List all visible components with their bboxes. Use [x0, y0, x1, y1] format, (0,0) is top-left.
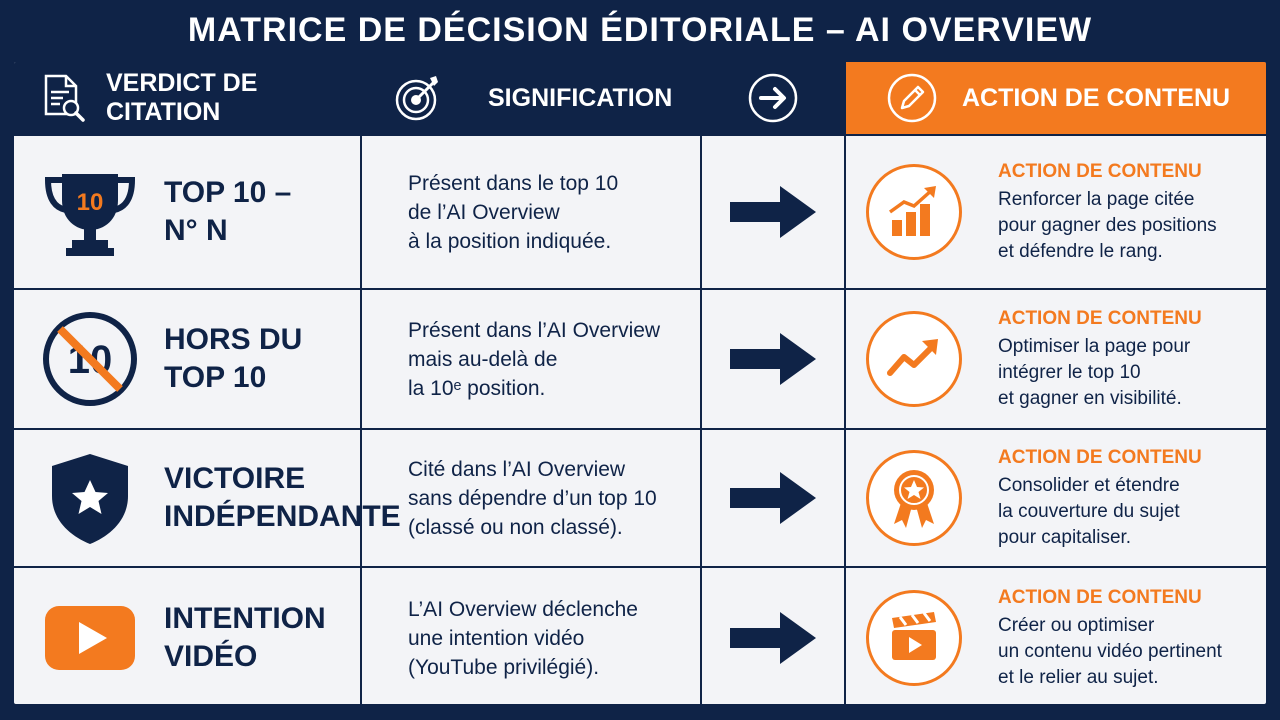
meaning-line: la 10ᵉ position. [408, 376, 546, 400]
verdict-cell: VICTOIRE INDÉPENDANTE [14, 430, 401, 566]
verdict-line: VICTOIRE [164, 462, 306, 495]
header-verdict-label: VERDICT DE CITATION [106, 69, 258, 126]
verdict-line: INTENTION [164, 602, 326, 635]
right-arrow-icon [730, 186, 816, 238]
award-ribbon-icon [866, 450, 962, 546]
action-cell: ACTION DE CONTENU Consolider et étendre … [846, 430, 1266, 566]
arrow-circle-icon [748, 73, 798, 123]
meaning-cell: Cité dans l’AI Overview sans dépendre d’… [362, 430, 700, 566]
matrix-row-top10: 10 TOP 10 – N° N Présent dans le top 10 … [14, 134, 1266, 288]
decision-matrix: VERDICT DE CITATION SIGNIFICATION [12, 60, 1268, 706]
youtube-play-icon [40, 588, 140, 688]
action-title: ACTION DE CONTENU [998, 447, 1202, 468]
matrix-row-out-top10: 10 HORS DU TOP 10 Présent dans l’AI Over… [14, 288, 1266, 428]
meaning-line: à la position indiquée. [408, 229, 612, 253]
bar-chart-growth-icon [866, 164, 962, 260]
arrow-cell [702, 568, 844, 704]
meaning-cell: Présent dans le top 10 de l’AI Overview … [362, 136, 700, 288]
header-signification-label: SIGNIFICATION [488, 83, 673, 112]
action-title: ACTION DE CONTENU [998, 308, 1202, 329]
header-arrow [702, 62, 844, 134]
meaning-line: Présent dans l’AI Overview [408, 318, 661, 342]
matrix-row-video: INTENTION VIDÉO L’AI Overview déclenche … [14, 566, 1266, 704]
meaning-line: de l’AI Overview [408, 200, 560, 224]
verdict-line: TOP 10 [164, 361, 267, 394]
meaning-line: Présent dans le top 10 [408, 171, 619, 195]
verdict-cell: 10 HORS DU TOP 10 [14, 290, 360, 428]
meaning-cell: L’AI Overview déclenche une intention vi… [362, 568, 700, 704]
verdict-cell: INTENTION VIDÉO [14, 568, 360, 704]
verdict-label: TOP 10 – N° N [164, 174, 291, 250]
verdict-label: HORS DU TOP 10 [164, 321, 302, 397]
header-verdict: VERDICT DE CITATION [14, 62, 360, 134]
action-line: la couverture du sujet [998, 501, 1180, 522]
verdict-cell: 10 TOP 10 – N° N [14, 136, 360, 288]
meaning-line: (classé ou non classé). [408, 515, 623, 539]
matrix-header: VERDICT DE CITATION SIGNIFICATION [14, 62, 1266, 134]
action-line: intégrer le top 10 [998, 362, 1141, 383]
arrow-cell [702, 136, 844, 288]
trophy-icon: 10 [40, 162, 140, 262]
meaning-cell: Présent dans l’AI Overview mais au-delà … [362, 290, 700, 428]
trophy-number: 10 [77, 189, 104, 216]
header-action: ACTION DE CONTENU [846, 62, 1266, 134]
clapperboard-icon [866, 590, 962, 686]
shield-star-icon [40, 448, 140, 548]
verdict-label: INTENTION VIDÉO [164, 600, 326, 676]
action-line: Renforcer la page citée [998, 189, 1195, 210]
verdict-line: VIDÉO [164, 640, 258, 673]
meaning-line: une intention vidéo [408, 626, 585, 650]
verdict-line: TOP 10 – [164, 176, 292, 209]
target-icon [395, 76, 438, 121]
trend-up-icon [866, 311, 962, 407]
pencil-icon [887, 73, 937, 123]
document-search-icon [44, 74, 85, 122]
meaning-line: Cité dans l’AI Overview [408, 457, 626, 481]
action-cell: ACTION DE CONTENU Optimiser la page pour… [846, 290, 1266, 428]
meaning-line: sans dépendre d’un top 10 [408, 486, 657, 510]
action-line: pour capitaliser. [998, 527, 1132, 548]
column-divider [700, 62, 702, 704]
verdict-line: HORS DU [164, 323, 303, 356]
arrow-cell [702, 290, 844, 428]
action-title: ACTION DE CONTENU [998, 161, 1202, 182]
column-divider [844, 62, 846, 704]
verdict-line: N° N [164, 214, 228, 247]
header-signification: SIGNIFICATION [362, 62, 700, 134]
action-line: et gagner en visibilité. [998, 388, 1182, 409]
meaning-line: L’AI Overview déclenche [408, 597, 638, 621]
action-line: un contenu vidéo pertinent [998, 641, 1222, 662]
meaning-line: (YouTube privilégié). [408, 655, 600, 679]
no-top10-icon: 10 [40, 309, 140, 409]
action-line: et défendre le rang. [998, 241, 1163, 262]
right-arrow-icon [730, 612, 816, 664]
action-line: Créer ou optimiser [998, 615, 1155, 636]
action-cell: ACTION DE CONTENU Créer ou optimiser un … [846, 568, 1266, 704]
column-divider [360, 62, 362, 704]
matrix-row-independent: VICTOIRE INDÉPENDANTE Cité dans l’AI Ove… [14, 428, 1266, 566]
action-title: ACTION DE CONTENU [998, 587, 1202, 608]
action-line: Consolider et étendre [998, 475, 1180, 496]
action-line: et le relier au sujet. [998, 667, 1159, 688]
page-title: MATRICE DE DÉCISION ÉDITORIALE – AI OVER… [187, 11, 1093, 49]
right-arrow-icon [730, 333, 816, 385]
arrow-cell [702, 430, 844, 566]
meaning-line: mais au-delà de [408, 347, 558, 371]
action-line: pour gagner des positions [998, 215, 1217, 236]
header-action-label: ACTION DE CONTENU [962, 83, 1231, 112]
action-line: Optimiser la page pour [998, 336, 1191, 357]
action-cell: ACTION DE CONTENU Renforcer la page cité… [846, 136, 1266, 288]
right-arrow-icon [730, 472, 816, 524]
